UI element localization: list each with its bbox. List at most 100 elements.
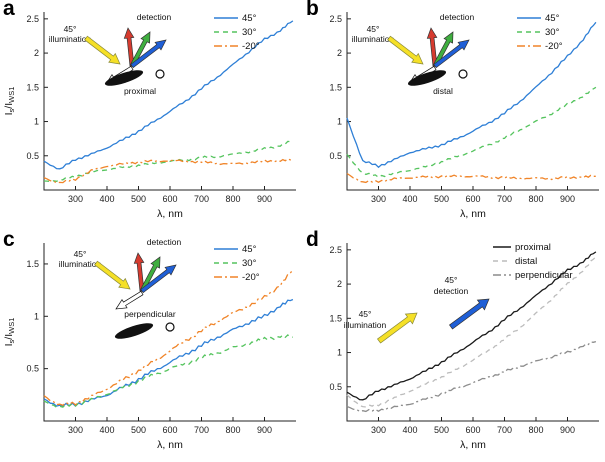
inset-diagram-c: 45°illumination detection perpendicular	[59, 237, 182, 339]
svg-text:-20°: -20°	[242, 41, 260, 52]
svg-text:distal: distal	[515, 256, 537, 267]
svg-text:1.5: 1.5	[26, 259, 39, 269]
svg-text:900: 900	[257, 425, 272, 435]
svg-text:45°: 45°	[74, 249, 87, 259]
panel-c-chart: 300 400 500 600 700 800 900 0.5 1 1.5 λ, nm Is/IWS1…	[3, 237, 296, 451]
svg-text:800: 800	[528, 425, 543, 435]
svg-text:45°: 45°	[445, 275, 458, 285]
svg-text:45°: 45°	[545, 13, 560, 24]
svg-text:2: 2	[337, 48, 342, 58]
svg-text:600: 600	[162, 425, 177, 435]
svg-text:2.5: 2.5	[329, 14, 342, 24]
svg-text:800: 800	[528, 194, 543, 204]
svg-text:2: 2	[337, 279, 342, 289]
svg-text:500: 500	[131, 194, 146, 204]
svg-text:700: 700	[194, 194, 209, 204]
svg-text:2.5: 2.5	[26, 14, 39, 24]
svg-text:400: 400	[402, 425, 417, 435]
svg-text:800: 800	[225, 425, 240, 435]
panel-letter-c: c	[3, 228, 15, 251]
svg-text:1: 1	[337, 348, 342, 358]
svg-text:400: 400	[402, 194, 417, 204]
svg-text:illumination: illumination	[49, 34, 92, 44]
svg-text:-20°: -20°	[545, 41, 563, 52]
legend-b: 45° 30° -20°	[517, 13, 563, 52]
svg-text:λ, nm: λ, nm	[157, 439, 183, 451]
svg-text:30°: 30°	[545, 27, 560, 38]
svg-text:400: 400	[99, 194, 114, 204]
legend-c: 45° 30° -20°	[214, 244, 260, 283]
svg-text:perpendicular: perpendicular	[124, 309, 176, 319]
svg-text:400: 400	[99, 425, 114, 435]
svg-text:300: 300	[68, 194, 83, 204]
svg-text:1.5: 1.5	[329, 313, 342, 323]
svg-text:1: 1	[34, 117, 39, 127]
svg-text:700: 700	[497, 425, 512, 435]
legend-a: 45° 30° -20°	[214, 13, 260, 52]
svg-text:illumination: illumination	[352, 34, 395, 44]
svg-text:2.5: 2.5	[329, 245, 342, 255]
svg-text:30°: 30°	[242, 258, 257, 269]
panel-letter-b: b	[306, 0, 319, 20]
svg-text:perpendicular: perpendicular	[515, 270, 573, 281]
legend-d: proximal distal perpendicular	[493, 242, 573, 281]
svg-text:600: 600	[465, 194, 480, 204]
svg-text:detection: detection	[440, 12, 475, 22]
svg-text:0.5: 0.5	[26, 364, 39, 374]
svg-text:λ, nm: λ, nm	[460, 208, 486, 220]
svg-text:-20°: -20°	[242, 272, 260, 283]
panel-d: d 300 400 500 600 700 800 900 0.5 1 1.5 2 2.5 λ, nm p…	[303, 228, 605, 462]
svg-text:λ, nm: λ, nm	[460, 439, 486, 451]
svg-text:illumination: illumination	[344, 320, 387, 330]
svg-text:Is/IWS1: Is/IWS1	[3, 318, 16, 347]
svg-text:distal: distal	[433, 86, 453, 96]
svg-text:0.5: 0.5	[26, 151, 39, 161]
svg-text:0.5: 0.5	[329, 382, 342, 392]
svg-text:proximal: proximal	[124, 86, 156, 96]
svg-text:700: 700	[497, 194, 512, 204]
svg-text:30°: 30°	[242, 27, 257, 38]
inset-diagram-b: 45°illumination detection distal	[352, 12, 475, 96]
svg-text:detection: detection	[147, 237, 182, 247]
svg-text:500: 500	[434, 194, 449, 204]
svg-text:detection: detection	[137, 12, 172, 22]
svg-text:45°: 45°	[242, 244, 257, 255]
panel-letter-d: d	[306, 228, 319, 251]
svg-text:illumination: illumination	[59, 259, 102, 269]
svg-text:900: 900	[560, 425, 575, 435]
inset-diagram-a: 45°illumination detection proximal	[49, 12, 172, 96]
svg-text:45°: 45°	[242, 13, 257, 24]
panel-c: c 300 400 500 600 700 800 900 0.5 1 1.5 λ, nm Is/IW…	[0, 228, 302, 462]
svg-text:2: 2	[34, 48, 39, 58]
panel-d-chart: 300 400 500 600 700 800 900 0.5 1 1.5 2 2.5 λ, nm pro…	[329, 242, 599, 451]
svg-text:Is/IWS1: Is/IWS1	[3, 87, 16, 116]
svg-text:600: 600	[465, 425, 480, 435]
svg-text:500: 500	[434, 425, 449, 435]
panel-b-chart: 300 400 500 600 700 800 900 0.5 1 1.5 2 2.5 λ, nm 45°…	[329, 12, 599, 220]
svg-text:300: 300	[68, 425, 83, 435]
svg-text:900: 900	[257, 194, 272, 204]
svg-text:45°: 45°	[64, 24, 77, 34]
svg-text:45°: 45°	[359, 309, 372, 319]
svg-text:300: 300	[371, 425, 386, 435]
svg-text:500: 500	[131, 425, 146, 435]
svg-text:300: 300	[371, 194, 386, 204]
svg-text:1.5: 1.5	[329, 82, 342, 92]
svg-text:0.5: 0.5	[329, 151, 342, 161]
svg-text:proximal: proximal	[515, 242, 551, 253]
panel-a: a 300 400 500 600 700 800 900 0.5 1 1.5 2 2.5 λ, nm I…	[0, 0, 302, 231]
svg-text:1: 1	[34, 311, 39, 321]
svg-text:45°: 45°	[367, 24, 380, 34]
svg-text:1: 1	[337, 117, 342, 127]
svg-text:900: 900	[560, 194, 575, 204]
svg-text:600: 600	[162, 194, 177, 204]
svg-text:700: 700	[194, 425, 209, 435]
svg-text:λ, nm: λ, nm	[157, 208, 183, 220]
svg-text:detection: detection	[434, 286, 469, 296]
panel-letter-a: a	[3, 0, 15, 20]
svg-text:1.5: 1.5	[26, 82, 39, 92]
panel-b: b 300 400 500 600 700 800 900 0.5 1 1.5 2 2.5 λ, nm 4…	[303, 0, 605, 231]
panel-a-chart: 300 400 500 600 700 800 900 0.5 1 1.5 2 2.5 λ, nm Is/…	[3, 12, 296, 220]
